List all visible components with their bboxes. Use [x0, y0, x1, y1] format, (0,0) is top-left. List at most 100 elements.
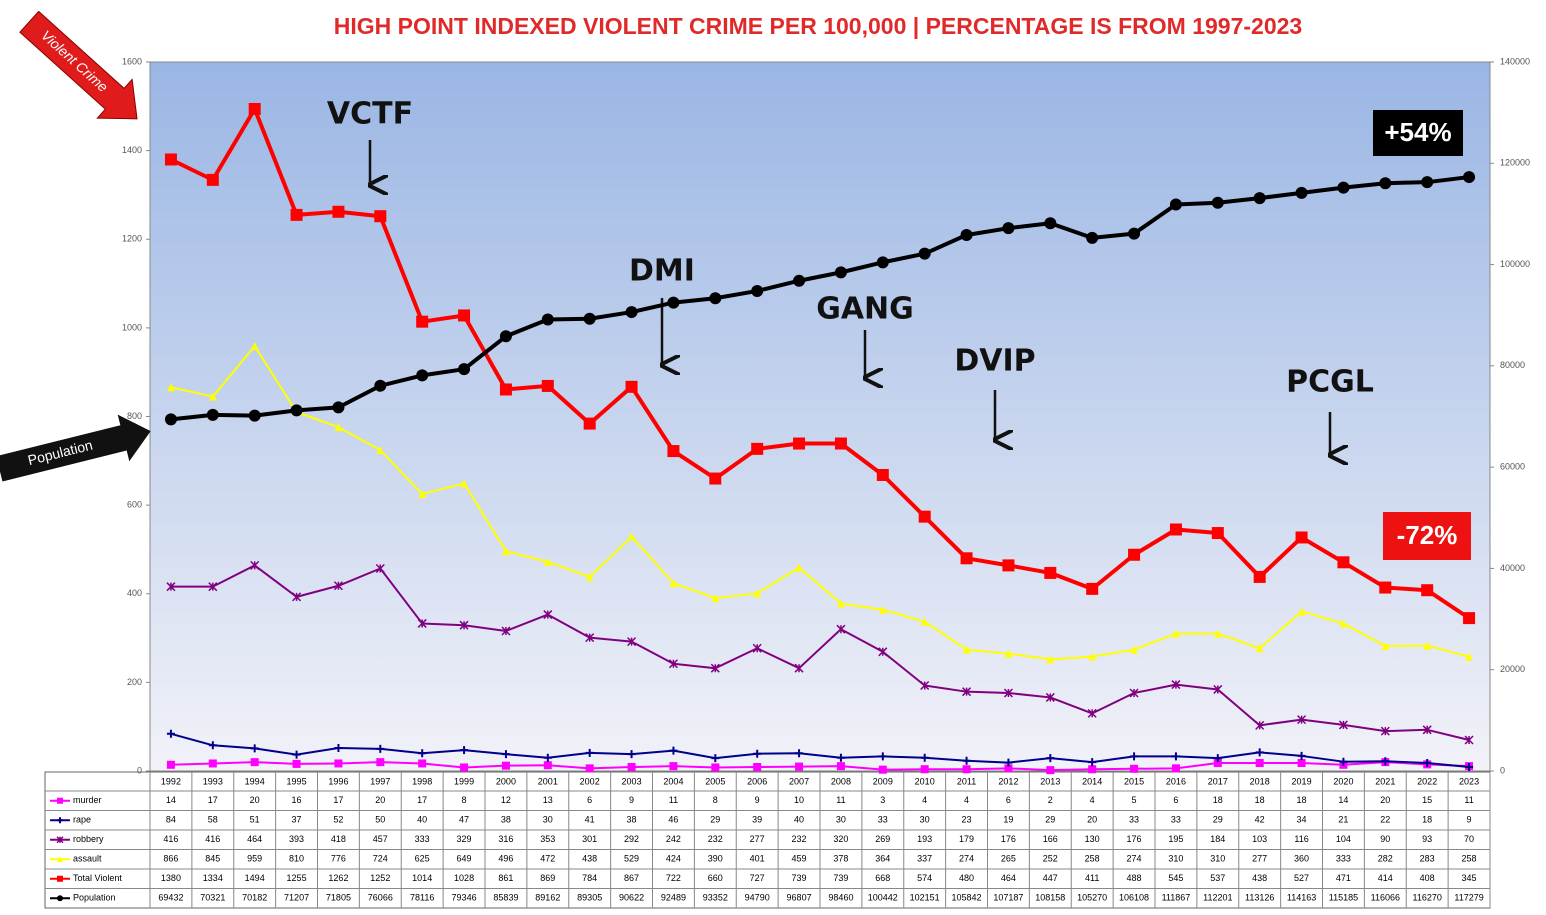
- point: [166, 383, 175, 392]
- table-value: 113126: [1245, 893, 1274, 903]
- y2-tick-label: 40000: [1500, 563, 1525, 573]
- table-value: 529: [624, 854, 639, 864]
- table-value: 722: [666, 873, 681, 883]
- annotation: PCGL: [1286, 365, 1374, 400]
- table-value: 274: [1127, 854, 1142, 864]
- x-tick-label: 2010: [915, 776, 935, 786]
- table-value: 10: [794, 795, 804, 805]
- point: [1004, 758, 1013, 767]
- chart-title: HIGH POINT INDEXED VIOLENT CRIME PER 100…: [334, 13, 1302, 39]
- table-value: 69432: [158, 893, 183, 903]
- point: [1088, 758, 1097, 767]
- table-value: 51: [250, 815, 260, 825]
- x-tick-label: 1998: [412, 776, 432, 786]
- table-value: 393: [289, 834, 304, 844]
- table-value: 93352: [703, 893, 728, 903]
- point: [1211, 527, 1224, 540]
- x-tick-label: 2015: [1124, 776, 1144, 786]
- point: [753, 763, 762, 772]
- point: [416, 369, 429, 382]
- point: [878, 647, 888, 657]
- table-value: 52: [333, 815, 343, 825]
- table-value: 70321: [200, 893, 225, 903]
- table-value: 1255: [287, 873, 307, 883]
- table-value: 776: [331, 854, 346, 864]
- point: [962, 765, 971, 774]
- table-value: 33: [878, 815, 888, 825]
- table-value: 92489: [661, 893, 686, 903]
- point: [960, 552, 973, 565]
- point: [333, 581, 343, 591]
- point: [1130, 764, 1139, 773]
- table-value: 739: [792, 873, 807, 883]
- table-value: 337: [917, 854, 932, 864]
- point: [1169, 198, 1182, 211]
- table-value: 258: [1462, 854, 1477, 864]
- table-value: 78116: [410, 893, 434, 903]
- point: [1044, 217, 1057, 230]
- table-value: 106108: [1119, 893, 1149, 903]
- point: [292, 750, 301, 759]
- annotations: VCTF DMI GANG DVIP PCGL +54% -72% Violent Crime…: [0, 10, 1471, 560]
- point: [543, 753, 552, 762]
- point: [667, 296, 680, 309]
- point: [795, 749, 804, 758]
- table-value: 424: [666, 854, 681, 864]
- point: [418, 759, 427, 768]
- point: [332, 205, 345, 218]
- table-value: 9: [629, 795, 634, 805]
- table-value: 114163: [1287, 893, 1316, 903]
- table-value: 42: [1255, 815, 1265, 825]
- point: [918, 510, 931, 523]
- table-value: 472: [540, 854, 555, 864]
- table-value: 345: [1462, 873, 1477, 883]
- table-value: 1262: [328, 873, 348, 883]
- point: [206, 173, 219, 186]
- x-tick-label: 2011: [957, 776, 976, 786]
- point: [543, 610, 553, 620]
- point: [1253, 192, 1266, 205]
- series-line: [170, 106, 1471, 620]
- x-tick-label: 2013: [1040, 776, 1060, 786]
- table-value: 527: [1294, 873, 1309, 883]
- point: [583, 417, 596, 430]
- table-value: 93: [1422, 834, 1432, 844]
- x-tick-label: 1993: [203, 776, 223, 786]
- table-value: 11: [836, 795, 845, 805]
- x-tick-label: 1995: [287, 776, 307, 786]
- point: [1295, 186, 1308, 199]
- table-value: 464: [247, 834, 262, 844]
- annotation: DVIP: [954, 344, 1035, 379]
- point: [541, 313, 554, 326]
- table-value: 364: [875, 854, 890, 864]
- table-value: 193: [917, 834, 932, 844]
- legend-label: rape: [73, 815, 91, 825]
- series-line: [170, 761, 1470, 772]
- point: [334, 423, 343, 432]
- point: [375, 563, 385, 574]
- point: [1086, 231, 1099, 244]
- table-value: 1334: [203, 873, 223, 883]
- table-value: 15: [1422, 795, 1432, 805]
- point: [250, 560, 260, 570]
- point: [1255, 644, 1264, 653]
- table-value: 471: [1336, 873, 1351, 883]
- annotation: VCTF: [327, 97, 413, 132]
- table-value: 416: [163, 834, 178, 844]
- table-value: 408: [1420, 873, 1435, 883]
- table-value: 18: [1422, 815, 1432, 825]
- table-value: 105842: [952, 893, 982, 903]
- table-value: 176: [1001, 834, 1016, 844]
- x-tick-label: 1997: [370, 776, 390, 786]
- point: [248, 102, 261, 115]
- y-tick-label: 200: [127, 677, 142, 687]
- point: [374, 210, 387, 223]
- point: [668, 659, 678, 669]
- table-value: 90622: [619, 893, 644, 903]
- point: [1381, 642, 1390, 651]
- table-value: 283: [1420, 854, 1435, 864]
- point: [1423, 759, 1432, 768]
- point: [711, 763, 720, 772]
- point: [250, 758, 259, 767]
